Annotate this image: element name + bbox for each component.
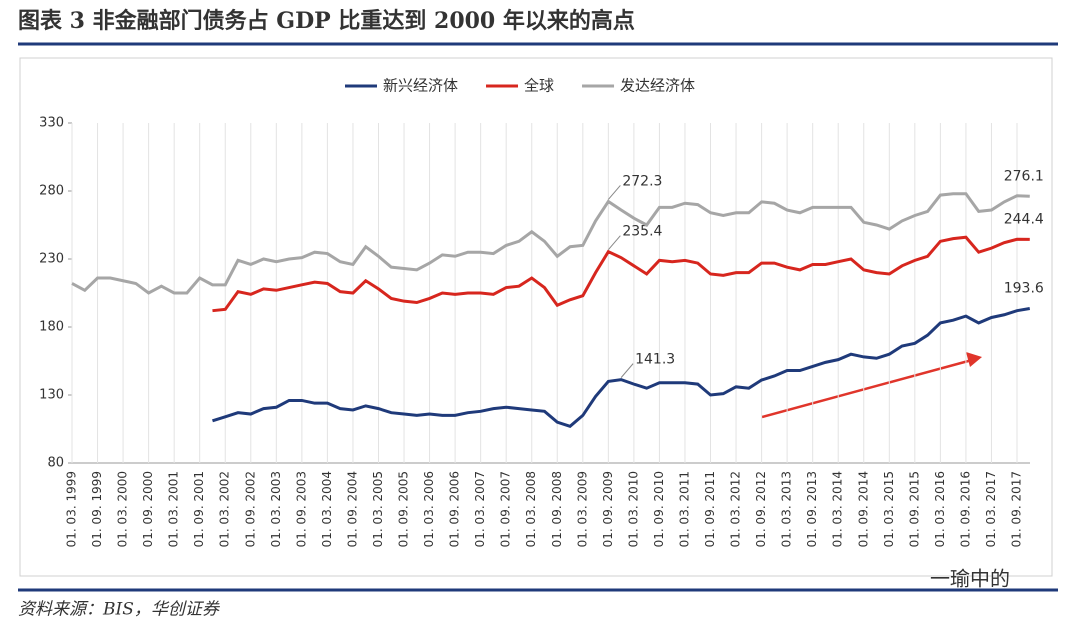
label-leader — [620, 363, 634, 378]
x-tick-label: 01. 03. 2008 — [524, 471, 538, 547]
x-tick-label: 01. 03. 2013 — [780, 471, 794, 547]
x-tick-label: 01. 09. 2015 — [907, 471, 921, 547]
x-tick-label: 01. 03. 2010 — [626, 471, 640, 547]
x-tick-label: 01. 03. 2006 — [422, 471, 436, 547]
x-tick-label: 01. 03. 2014 — [831, 471, 845, 547]
series-line — [71, 192, 1030, 295]
x-tick-label: 01. 09. 2011 — [703, 471, 717, 547]
x-tick-label: 01. 09. 2010 — [652, 471, 666, 547]
data-label: 244.4 — [1004, 211, 1044, 227]
x-tick-label: 01. 03. 2016 — [933, 471, 947, 547]
x-tick-label: 01. 09. 2013 — [805, 471, 819, 547]
x-tick-label: 01. 03. 2009 — [575, 471, 589, 547]
x-tick-label: 01. 03. 2012 — [729, 471, 743, 547]
x-tick-label: 01. 09. 2007 — [499, 471, 513, 547]
x-tick-label: 01. 09. 2012 — [754, 471, 768, 547]
x-tick-label: 01. 03. 2004 — [320, 471, 334, 547]
x-tick-label: 01. 03. 2015 — [882, 471, 896, 547]
y-tick-label: 280 — [39, 184, 64, 199]
x-tick-label: 01. 03. 2011 — [677, 471, 691, 547]
x-tick-label: 01. 03. 2017 — [984, 471, 998, 547]
data-label: 272.3 — [622, 173, 662, 189]
watermark: 一瑜中的 — [930, 567, 1010, 591]
y-tick-label: 230 — [39, 252, 64, 267]
chart-title: 图表 3 非金融部门债务占 GDP 比重达到 2000 年以来的高点 — [18, 8, 635, 34]
data-label: 276.1 — [1004, 168, 1044, 184]
legend-label: 发达经济体 — [620, 77, 695, 95]
y-tick-label: 180 — [39, 320, 64, 335]
x-tick-label: 01. 03. 2002 — [218, 471, 232, 547]
data-label: 141.3 — [635, 352, 675, 368]
x-tick-label: 01. 03. 2001 — [167, 471, 181, 547]
label-leader — [607, 185, 621, 200]
chart-frame — [19, 57, 1053, 577]
legend-label: 全球 — [524, 77, 554, 95]
source: 资料来源：BIS，华创证券 — [18, 600, 221, 620]
x-tick-label: 01. 03. 2007 — [473, 471, 487, 547]
x-tick-label: 01. 03. 2005 — [371, 471, 385, 547]
x-tick-label: 01. 09. 2002 — [243, 471, 257, 547]
series-line — [212, 307, 1031, 428]
data-label: 193.6 — [1004, 281, 1044, 297]
series-line — [212, 235, 1030, 313]
x-tick-label: 01. 09. 2014 — [856, 471, 870, 547]
x-tick-label: 01. 09. 2006 — [448, 471, 462, 547]
x-tick-label: 01. 09. 2001 — [192, 471, 206, 547]
x-tick-label: 01. 09. 2009 — [601, 471, 615, 547]
y-tick-label: 130 — [39, 388, 64, 403]
x-tick-label: 01. 09. 2017 — [1010, 471, 1024, 547]
y-tick-label: 330 — [39, 116, 64, 131]
data-label: 235.4 — [622, 224, 662, 240]
x-tick-label: 01. 03. 2003 — [269, 471, 283, 547]
x-tick-label: 01. 03. 2000 — [116, 471, 130, 547]
label-leader — [607, 235, 621, 250]
arrow-head — [966, 352, 982, 367]
x-tick-label: 01. 09. 2005 — [397, 471, 411, 547]
x-tick-label: 01. 09. 2008 — [550, 471, 564, 547]
y-tick-label: 80 — [47, 456, 64, 471]
x-tick-label: 01. 09. 2004 — [345, 471, 359, 547]
x-tick-label: 01. 09. 2003 — [294, 471, 308, 547]
trend-arrow — [761, 358, 973, 419]
x-tick-label: 01. 09. 1999 — [90, 471, 104, 547]
x-tick-label: 01. 09. 2016 — [958, 471, 972, 547]
x-tick-label: 01. 09. 2000 — [141, 471, 155, 547]
legend-label: 新兴经济体 — [383, 77, 458, 95]
x-tick-label: 01. 03. 1999 — [65, 471, 79, 547]
